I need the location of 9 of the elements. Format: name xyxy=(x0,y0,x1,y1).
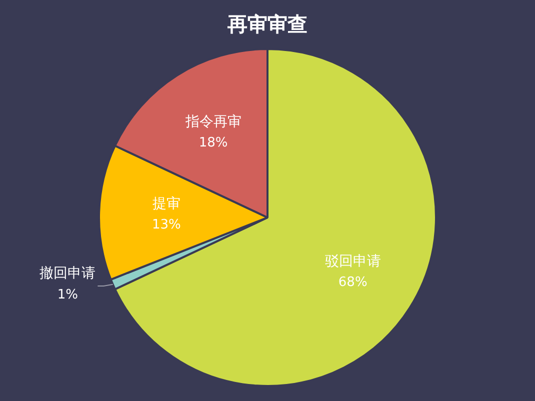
slice-label: 提审 xyxy=(152,196,180,212)
slice-label: 指令再审 xyxy=(184,114,242,130)
data-label: 18% xyxy=(198,136,228,151)
data-label: 13% xyxy=(152,218,181,233)
data-label: 1% xyxy=(57,287,78,302)
chart-title: 再审审查 xyxy=(226,12,308,36)
data-label: 68% xyxy=(338,275,368,290)
slice-label: 撤回申请 xyxy=(40,266,96,282)
slice-label: 驳回申请 xyxy=(324,253,381,270)
